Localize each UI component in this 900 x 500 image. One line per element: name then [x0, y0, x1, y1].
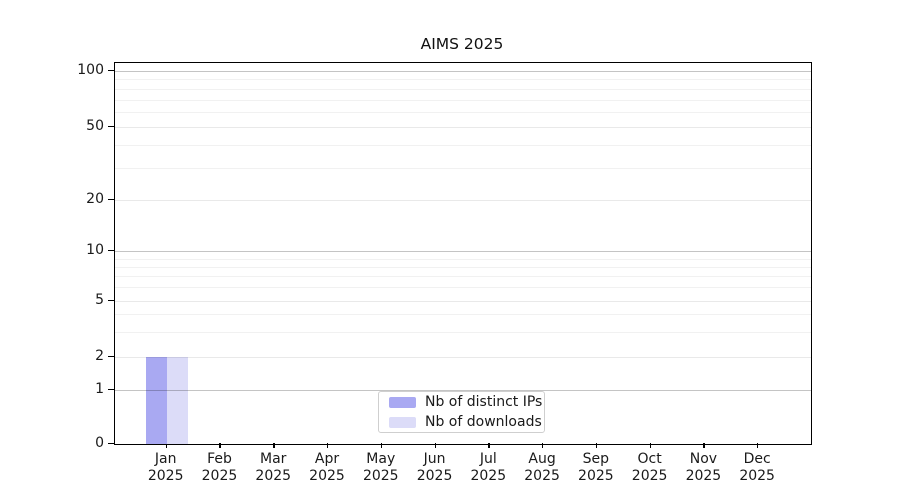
gridline-minor: [115, 314, 811, 316]
gridline-1: [115, 389, 811, 391]
year-label: 2025: [685, 468, 722, 484]
x-tick-label-sep: Sep 2025: [564, 451, 628, 485]
gridline-minor: [115, 331, 811, 333]
gridline-minor: [115, 167, 811, 169]
year-label: 2025: [578, 468, 614, 484]
year-label: 2025: [309, 468, 345, 484]
x-tick-label-jul: Jul 2025: [456, 451, 520, 485]
month-label: Mar: [260, 451, 287, 467]
gridline-minor: [115, 79, 811, 81]
legend-entry-downloads: Nb of downloads: [389, 413, 544, 430]
gridline-minor: [115, 266, 811, 268]
gridline-5: [115, 300, 811, 302]
month-label: May: [366, 451, 396, 467]
month-label: Apr: [314, 451, 340, 467]
y-tick-label: 50: [86, 117, 104, 134]
gridline-minor: [115, 287, 811, 289]
chart-title: AIMS 2025: [420, 35, 504, 53]
x-tick-label-mar: Mar 2025: [241, 451, 305, 485]
y-tick-label: 1: [95, 380, 104, 397]
x-tick-label-jan: Jan 2025: [134, 451, 198, 485]
gridline-10: [115, 251, 811, 252]
x-tick-label-dec: Dec 2025: [725, 451, 789, 485]
x-tick-mark: [327, 443, 329, 448]
y-tick-mark: [108, 299, 114, 301]
legend-swatch-downloads: [389, 416, 416, 428]
year-label: 2025: [201, 468, 238, 484]
year-label: 2025: [362, 468, 399, 484]
month-label: Aug: [528, 451, 556, 467]
gridline-minor: [115, 276, 811, 278]
x-tick-mark: [703, 443, 705, 448]
year-label: 2025: [255, 468, 292, 484]
y-tick-mark: [108, 199, 114, 201]
year-label: 2025: [631, 468, 668, 484]
year-label: 2025: [147, 468, 184, 484]
legend-swatch-distinct-ips: [389, 396, 416, 408]
bar-jan-s0: [145, 357, 167, 444]
y-tick-mark: [108, 443, 114, 445]
legend-label: Nb of downloads: [425, 413, 542, 430]
x-tick-label-feb: Feb 2025: [187, 451, 251, 485]
x-tick-mark: [757, 443, 759, 448]
month-label: Jan: [154, 451, 177, 467]
y-tick-label: 20: [86, 191, 104, 207]
x-tick-mark: [219, 443, 221, 448]
gridline-minor: [115, 144, 811, 146]
y-tick-mark: [108, 70, 114, 72]
x-tick-mark: [488, 443, 490, 448]
gridline-20: [115, 200, 811, 201]
year-label: 2025: [470, 468, 507, 484]
y-tick-label: 0: [95, 435, 104, 451]
gridline-minor: [115, 112, 811, 114]
month-label: Sep: [582, 451, 610, 467]
y-tick-label: 5: [95, 291, 104, 308]
x-tick-label-oct: Oct 2025: [618, 451, 682, 485]
x-tick-label-apr: Apr 2025: [295, 451, 359, 485]
y-tick-label: 2: [95, 348, 104, 364]
plot-area: [114, 62, 812, 445]
month-label: Jun: [423, 451, 446, 467]
gridline-50: [115, 126, 811, 128]
gridline-2: [115, 357, 811, 358]
x-tick-mark: [380, 443, 383, 448]
month-label: Oct: [637, 451, 662, 467]
x-tick-label-jun: Jun 2025: [403, 451, 467, 485]
x-tick-mark: [542, 443, 544, 448]
x-tick-mark: [649, 443, 651, 448]
gridline-100: [115, 71, 811, 72]
gridline-minor: [115, 258, 811, 260]
legend-label: Nb of distinct IPs: [425, 393, 543, 410]
month-label: Nov: [689, 451, 718, 467]
y-tick-label: 100: [77, 62, 104, 78]
y-tick-mark: [108, 250, 114, 252]
x-tick-mark: [273, 443, 275, 448]
year-label: 2025: [739, 468, 775, 484]
month-label: Feb: [207, 451, 232, 467]
legend: Nb of distinct IPs Nb of downloads: [378, 391, 545, 433]
x-tick-label-aug: Aug 2025: [510, 451, 574, 485]
x-tick-mark: [434, 443, 436, 448]
legend-entry-distinct-ips: Nb of distinct IPs: [389, 393, 544, 410]
y-tick-mark: [108, 125, 114, 127]
y-tick-label: 10: [86, 242, 104, 258]
x-tick-mark: [165, 443, 167, 448]
y-tick-mark: [108, 356, 114, 358]
x-tick-label-nov: Nov 2025: [671, 451, 735, 485]
month-label: Dec: [743, 451, 771, 467]
year-label: 2025: [524, 468, 560, 484]
gridline-minor: [115, 99, 811, 101]
bar-jan-s1: [166, 357, 188, 444]
gridline-minor: [115, 88, 811, 90]
x-tick-mark: [595, 443, 598, 448]
year-label: 2025: [416, 468, 453, 484]
x-tick-label-may: May 2025: [349, 451, 413, 485]
y-tick-mark: [108, 388, 114, 390]
month-label: Jul: [479, 451, 497, 467]
